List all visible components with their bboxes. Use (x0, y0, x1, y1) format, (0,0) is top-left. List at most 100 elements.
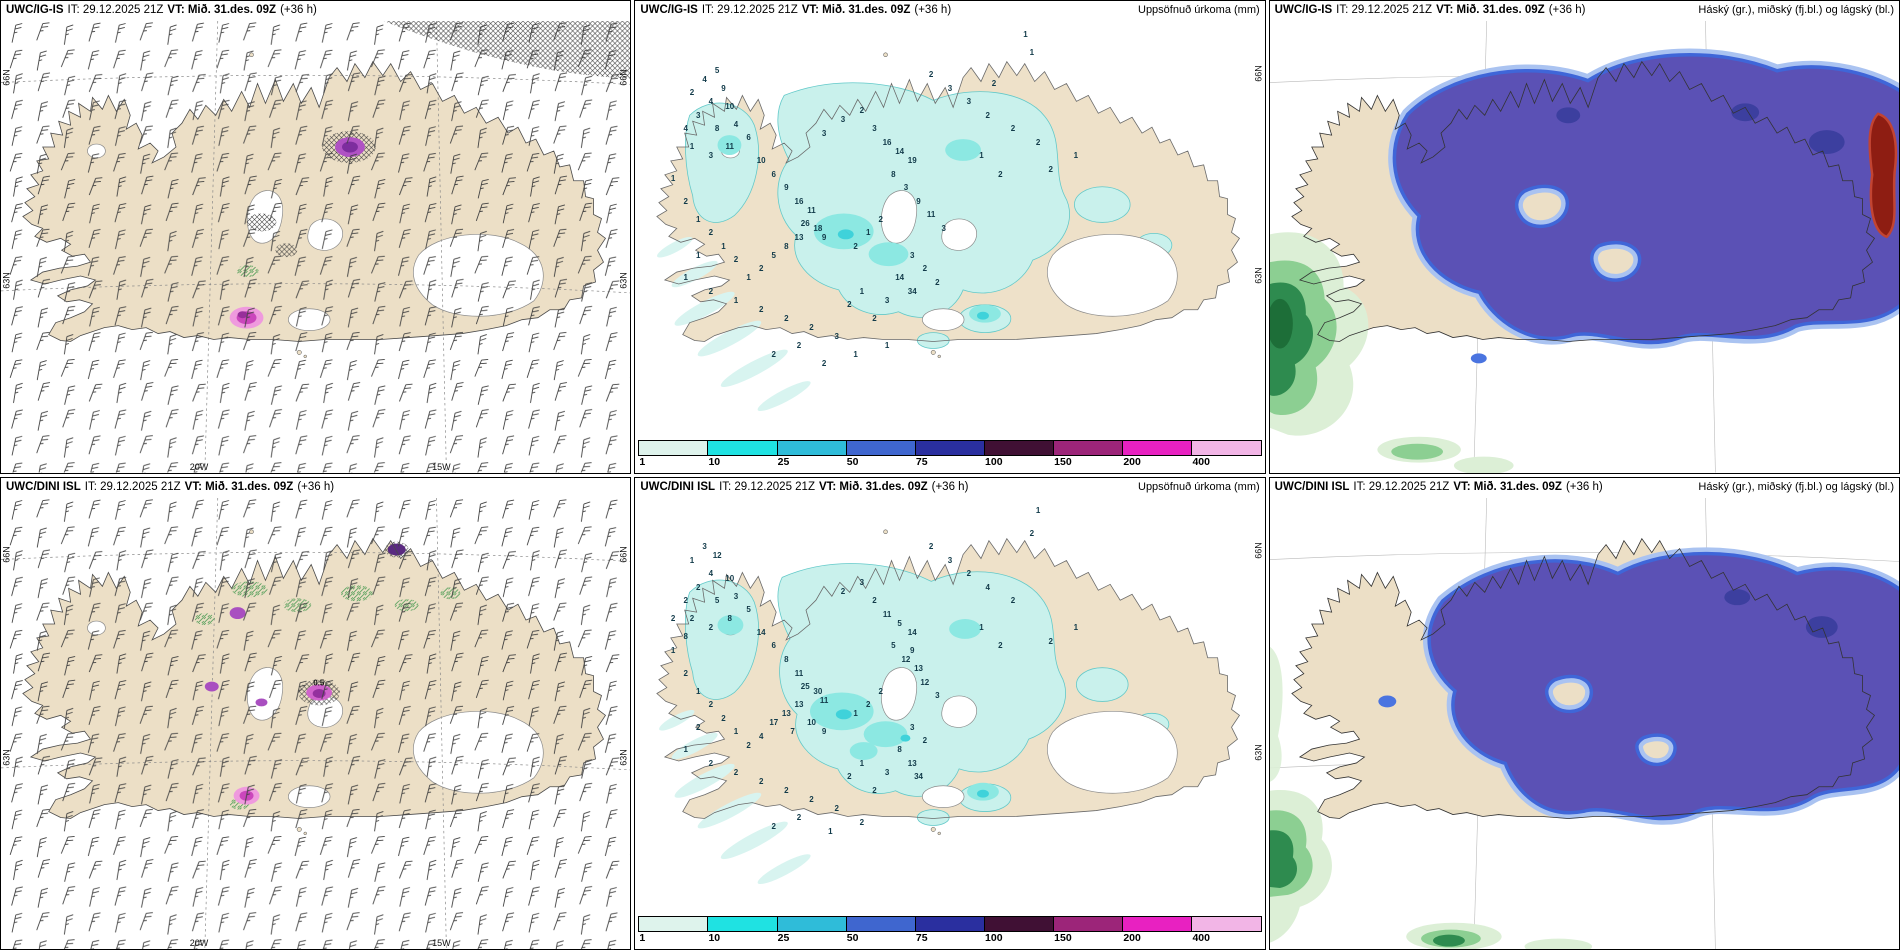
precip-value: 1 (979, 151, 984, 161)
precip-value: 2 (708, 286, 714, 296)
precip-value: 13 (907, 758, 917, 768)
precip-value: 3 (696, 110, 701, 120)
precip-value: 2 (922, 264, 928, 274)
precip-value: 9 (916, 196, 921, 206)
lat-label-left-bottom: 63N (1, 748, 12, 766)
precip-value: 2 (859, 817, 865, 827)
legend-value: 10 (708, 455, 721, 468)
precip-value: 3 (966, 97, 972, 107)
precip-value: 1 (1073, 151, 1079, 161)
precip-value: 2 (708, 700, 714, 710)
wind-map-canvas (1, 497, 631, 949)
init-time: IT: 29.12.2025 21Z (701, 4, 798, 16)
lon-label-20w: 20W (189, 938, 209, 948)
legend-segment: 200 (1123, 916, 1193, 944)
precip-value: 2 (928, 542, 934, 552)
precip-value: 12 (920, 677, 930, 687)
precip-value: 2 (998, 641, 1003, 651)
precip-value: 9 (821, 727, 827, 737)
precip-value: 1 (859, 758, 865, 768)
model-name: UWC/DINI ISL (6, 480, 81, 493)
legend-segment: 50 (846, 439, 916, 467)
panel-title: UWC/IG-IS IT: 29.12.2025 21Z VT: Mið. 31.d… (640, 4, 955, 16)
legend-segment: 200 (1123, 439, 1193, 467)
legend-segment: 150 (1054, 916, 1124, 944)
precip-value: 8 (727, 614, 732, 624)
legend-segment: 10 (708, 439, 778, 467)
precip-value: 4 (733, 119, 739, 129)
precip-value: 2 (1048, 636, 1053, 646)
precip-value: 2 (796, 341, 802, 351)
lead-time: (+36 h) (280, 4, 317, 16)
precip-value: 2 (721, 713, 726, 723)
legend-value: 75 (915, 455, 928, 468)
valid-time: VT: Mið. 31.des. 09Z (1453, 480, 1562, 493)
precip-value: 2 (840, 587, 846, 597)
precip-value: 2 (689, 88, 695, 98)
precip-value: 3 (884, 295, 890, 305)
legend-value: 50 (846, 455, 859, 468)
field-label: Háský (gr.), miðský (fj.bl.) og lágský (… (1698, 480, 1894, 493)
precip-value: 2 (928, 70, 934, 80)
legend-segment: 75 (915, 916, 986, 944)
precip-value: 3 (840, 115, 846, 125)
map-area: 66N 63N 66N 63N 20W 15W (1, 21, 631, 473)
panel-header: UWC/IG-IS IT: 29.12.2025 21Z VT: Mið. 31.d… (1270, 1, 1899, 21)
precip-value: 4 (758, 731, 764, 741)
legend-value: 100 (985, 932, 1003, 944)
legend-segment: 100 (985, 916, 1055, 944)
precip-value: 2 (878, 214, 883, 224)
precip-value: 1 (721, 241, 726, 251)
panel-header: UWC/IG-IS IT: 29.12.2025 21Z VT: Mið. 31.d… (1, 1, 630, 21)
precip-value: 5 (771, 250, 776, 260)
precip-value: 16 (794, 196, 804, 206)
mid-low-cloud-purple (1378, 546, 1899, 825)
precip-value: 2 (733, 767, 739, 777)
panel-wind-dini: UWC/DINI ISL IT: 29.12.2025 21Z VT: Mið. 3… (0, 476, 632, 950)
precip-value: 2 (834, 804, 839, 814)
precip-value: 26 (800, 219, 810, 229)
precip-ocean-streaks (659, 709, 811, 884)
precip-value: 6 (746, 133, 751, 143)
panel-title: UWC/DINI ISL IT: 29.12.2025 21Z VT: Mið. 3… (1275, 481, 1607, 493)
precip-value: 12 (712, 551, 722, 561)
precip-legend: 1 10 25 50 75 100 150 200 400 (638, 916, 1262, 944)
model-name: UWC/DINI ISL (640, 480, 716, 493)
precip-value: 1 (733, 295, 739, 305)
precip-value: 25 (800, 682, 810, 692)
precip-value: 14 (895, 146, 905, 156)
panel-clouds-igis: UWC/IG-IS IT: 29.12.2025 21Z VT: Mið. 31.d… (1268, 0, 1900, 474)
legend-value: 1 (639, 455, 646, 468)
precip-value: 1 (689, 555, 695, 565)
panel-precip-dini: UWC/DINI ISL IT: 29.12.2025 21Z VT: Mið. 3… (634, 476, 1266, 950)
precip-value: 2 (683, 596, 688, 606)
precip-value: 2 (784, 785, 789, 795)
precip-value: 1 (746, 273, 751, 283)
precip-value: 2 (872, 313, 877, 323)
precip-value: 5 (891, 641, 896, 651)
precip-value: 2 (847, 772, 852, 782)
precip-value: 17 (769, 718, 779, 728)
precip-value: 1 (979, 623, 984, 633)
precip-value: 2 (853, 241, 858, 251)
legend-segment: 400 (1192, 439, 1262, 467)
legend-segment: 150 (1054, 439, 1124, 467)
init-time: IT: 29.12.2025 21Z (67, 4, 164, 16)
precip-value: 2 (689, 614, 695, 624)
precip-value: 8 (897, 745, 902, 755)
model-name: UWC/IG-IS (640, 4, 698, 16)
precip-value: 6 (771, 641, 776, 651)
precip-value: 3 (947, 83, 953, 93)
legend-segment: 25 (777, 439, 847, 467)
panel-title: UWC/DINI ISL IT: 29.12.2025 21Z VT: Mið. 3… (640, 481, 972, 493)
precip-value: 3 (821, 128, 827, 138)
precip-value: 1 (1073, 623, 1079, 633)
precip-value: 3 (884, 767, 890, 777)
legend-segment: 50 (846, 916, 916, 944)
model-name: UWC/IG-IS (6, 4, 64, 16)
precip-value: 16 (882, 137, 892, 147)
precip-value: 11 (794, 668, 804, 678)
precip-value: 2 (771, 350, 776, 360)
precip-value: 3 (909, 722, 915, 732)
precip-map-canvas (635, 497, 1265, 949)
